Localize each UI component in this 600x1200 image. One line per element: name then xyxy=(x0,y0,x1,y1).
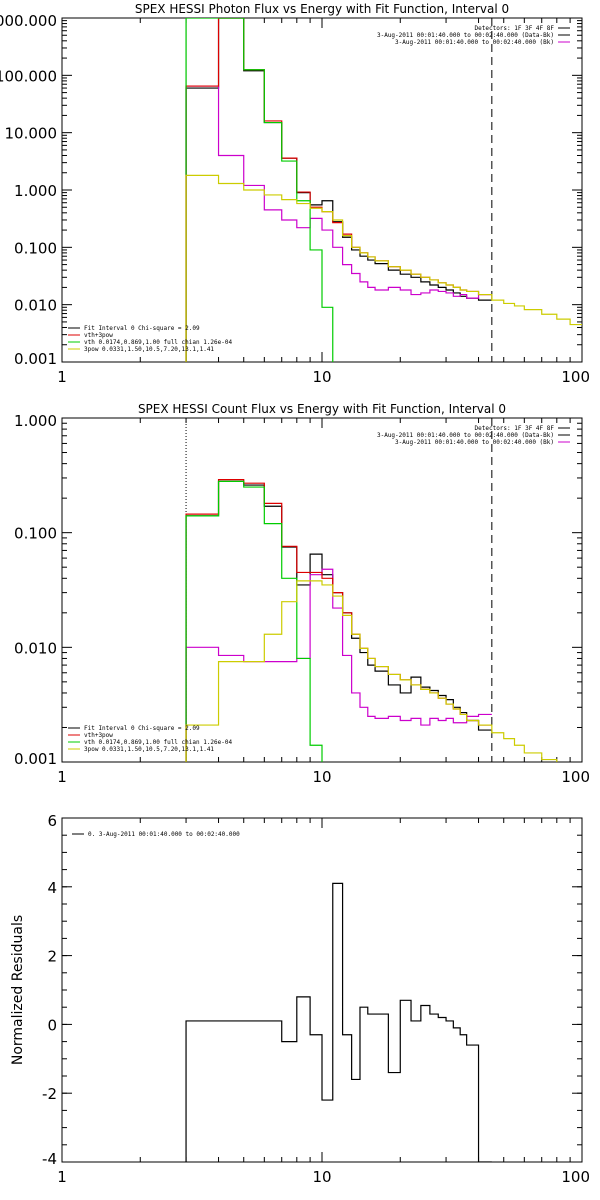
series-group xyxy=(185,479,558,762)
legend-top-entry: 3-Aug-2011 00:01:40.000 to 00:02:40.000 … xyxy=(377,32,554,39)
x-tick-label: 1 xyxy=(57,368,67,386)
series-group xyxy=(185,882,492,1162)
chart-2: SPEX HESSI Count Flux vs Energy with Fit… xyxy=(14,402,590,786)
x-tick-label: 100 xyxy=(561,768,590,786)
y-tick-label: 0.001 xyxy=(14,350,57,368)
legend-bottom-entry: Fit Interval 0 Chi-square = 2.09 xyxy=(84,325,200,332)
y-tick-label: 6 xyxy=(47,812,57,830)
series-1-histogram xyxy=(185,18,492,362)
legend-bottom-entry: vth 0.0174,0.869,1.00 full chian 1.26e-0… xyxy=(84,739,232,746)
x-tick-label: 10 xyxy=(312,1168,331,1186)
legend-top-entry: Detectors: 1F 3F 4F 8F xyxy=(475,425,555,432)
y-tick-label: 0.010 xyxy=(14,297,57,315)
y-tick-label: -2 xyxy=(42,1085,57,1103)
y-tick-label: 0.100 xyxy=(14,525,57,543)
series-5-histogram xyxy=(185,174,582,362)
legend-top-entry: 3-Aug-2011 00:01:40.000 to 00:02:40.000 … xyxy=(395,39,554,46)
series-2-histogram xyxy=(185,568,492,762)
plot-frame xyxy=(61,817,583,1163)
x-tick-label: 100 xyxy=(561,1168,590,1186)
plot-frame xyxy=(61,17,583,363)
y-tick-label: 0.100 xyxy=(14,239,57,257)
chart-title: SPEX HESSI Count Flux vs Energy with Fit… xyxy=(138,402,506,416)
x-tick-label: 1 xyxy=(57,768,67,786)
x-tick-label: 100 xyxy=(561,368,590,386)
series-group xyxy=(185,18,582,362)
chart-1: SPEX HESSI Photon Flux vs Energy with Fi… xyxy=(0,2,590,386)
series-4-histogram xyxy=(185,18,334,362)
y-axis-label: Normalized Residuals xyxy=(10,915,26,1065)
y-tick-label: 0.010 xyxy=(14,639,57,657)
series-4-histogram xyxy=(185,480,323,762)
chart-3: 1 10 100 -4 -2 0 2 4 6 Normalized Residuals 0. 3-A… xyxy=(10,812,590,1186)
legend-bottom-entry: vth+3pow xyxy=(84,732,113,739)
y-tick-label: 100.000 xyxy=(0,67,57,85)
legend-top-entry: Detectors: 1F 3F 4F 8F xyxy=(475,25,555,32)
series-5-histogram xyxy=(185,580,558,762)
legend-top-entry: 3-Aug-2011 00:01:40.000 to 00:02:40.000 … xyxy=(395,439,554,446)
y-tick-label: -4 xyxy=(42,1150,57,1168)
x-tick-label: 10 xyxy=(312,768,331,786)
legend-entry: 0. 3-Aug-2011 00:01:40.000 to 00:02:40.0… xyxy=(88,831,240,838)
series-1-histogram xyxy=(185,882,492,1162)
series-2-histogram xyxy=(185,85,492,362)
legend-bottom-entry: 3pow 0.0331,1.50,10.5,7.20,13.1,1.41 xyxy=(84,746,214,753)
legend-bottom-entry: vth 0.0174,0.869,1.00 full chian 1.26e-0… xyxy=(84,339,232,346)
y-tick-label: 0.001 xyxy=(14,750,57,768)
legend-bottom-entry: 3pow 0.0331,1.50,10.5,7.20,13.1,1.41 xyxy=(84,346,214,353)
y-tick-label: 0 xyxy=(47,1016,57,1034)
legend-top-entry: 3-Aug-2011 00:01:40.000 to 00:02:40.000 … xyxy=(377,432,554,439)
plot-frame xyxy=(61,417,583,763)
series-3-histogram xyxy=(185,18,492,362)
y-tick-label: 4 xyxy=(47,879,57,897)
legend-bottom-entry: Fit Interval 0 Chi-square = 2.09 xyxy=(84,725,200,732)
y-tick-label: 1.000 xyxy=(14,182,57,200)
y-tick-label: 2 xyxy=(47,948,57,966)
x-tick-label: 10 xyxy=(312,368,331,386)
y-tick-label: 000.000 xyxy=(0,12,57,30)
chart-title: SPEX HESSI Photon Flux vs Energy with Fi… xyxy=(135,2,509,16)
x-tick-label: 1 xyxy=(57,1168,67,1186)
y-tick-label: 1.000 xyxy=(14,412,57,430)
y-tick-label: 10.000 xyxy=(5,125,58,143)
legend-bottom-entry: vth+3pow xyxy=(84,332,113,339)
